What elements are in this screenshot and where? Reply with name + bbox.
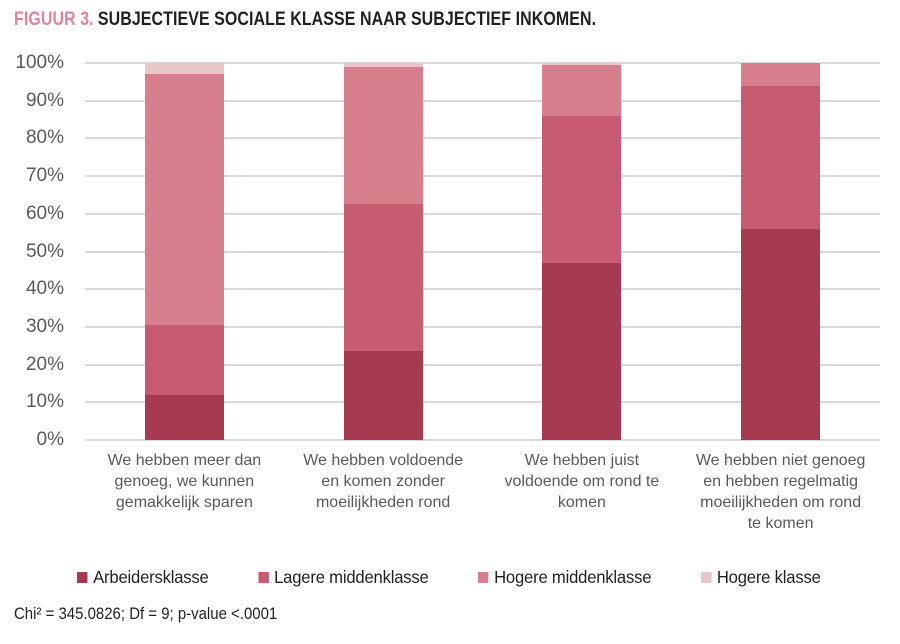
x-axis-category-label: We hebben meer dan genoeg, we kunnen gemak…: [107, 452, 262, 511]
x-axis-category-label: We hebben juist voldoende om rond te komen: [504, 452, 660, 511]
figure-number: FIGUUR 3.: [14, 9, 94, 30]
bar-segment-hogere-klasse: [542, 63, 622, 65]
y-axis-tick-label: 70%: [25, 165, 64, 187]
gridline: [85, 401, 880, 404]
legend-label: Lagere middenklasse: [274, 567, 429, 587]
y-axis-tick-label: 80%: [25, 127, 64, 149]
bar-segment-arbeidersklasse: [542, 262, 622, 440]
bar-segment-hogere-middenklasse: [144, 74, 224, 326]
bar-segment-lagere-middenklasse: [542, 115, 622, 263]
stacked-bar: [343, 63, 423, 440]
chi-square-footnote: Chi² = 345.0826; Df = 9; p-value <.0001: [14, 604, 278, 623]
y-axis-tick-label: 20%: [25, 353, 64, 375]
legend-swatch-icon: [257, 572, 269, 583]
legend-swatch-icon: [77, 572, 88, 583]
y-axis-tick-label: 60%: [25, 202, 64, 224]
bar-segment-hogere-klasse: [343, 63, 423, 67]
bar-segment-lagere-middenklasse: [741, 85, 821, 229]
gridline: [85, 62, 880, 64]
gridline: [85, 212, 880, 215]
bar-segment-lagere-middenklasse: [144, 325, 224, 395]
bar-segment-arbeidersklasse: [741, 228, 821, 440]
x-axis-category-label: We hebben niet genoeg en hebben regelmati…: [695, 452, 866, 532]
gridline: [85, 250, 880, 253]
legend-label: Hogere klasse: [716, 567, 821, 587]
gridline: [85, 99, 880, 102]
bar-segment-hogere-middenklasse: [343, 66, 423, 205]
stacked-bar: [144, 63, 224, 440]
legend-swatch-icon: [700, 572, 712, 583]
y-axis-tick-label: 50%: [25, 240, 64, 262]
y-axis-tick-label: 0%: [36, 429, 64, 450]
chart-legend: Arbeidersklasse Lagere middenklasse Hogere…: [77, 567, 821, 588]
legend-item-hogere-middenklasse: Hogere middenklasse: [477, 567, 652, 588]
gridline: [85, 137, 880, 140]
y-axis-tick-label: 30%: [25, 315, 64, 337]
bar-segment-hogere-middenklasse: [741, 63, 821, 86]
y-axis-tick-label: 40%: [25, 278, 64, 300]
bar-segment-hogere-klasse: [144, 63, 224, 75]
x-axis-category-label: We hebben voldoende en komen zonder moeili…: [303, 452, 464, 511]
bar-segment-lagere-middenklasse: [343, 204, 423, 352]
stacked-bar: [741, 63, 821, 440]
bar-segment-arbeidersklasse: [144, 394, 224, 440]
legend-item-lagere-middenklasse: Lagere middenklasse: [257, 567, 429, 588]
legend-swatch-icon: [477, 572, 489, 583]
figure-title: FIGUUR 3. SUBJECTIEVE SOCIALE KLASSE NAAR…: [14, 9, 596, 31]
y-axis-tick-label: 100%: [15, 52, 64, 73]
gridline: [85, 439, 880, 441]
y-axis-tick-labels: 0% 10% 20% 30% 40% 50% 60% 70% 80% 90% 100%: [0, 53, 64, 450]
figure-title-text: SUBJECTIEVE SOCIALE KLASSE NAAR SUBJECTI…: [97, 9, 597, 30]
gridline: [85, 175, 880, 178]
stacked-bar: [542, 63, 622, 440]
gridline: [85, 363, 880, 366]
bar-segment-arbeidersklasse: [343, 351, 423, 440]
gridline: [85, 325, 880, 328]
legend-item-hogere-klasse: Hogere klasse: [700, 567, 821, 588]
bar-segment-hogere-middenklasse: [542, 64, 622, 116]
legend-label: Arbeidersklasse: [93, 567, 209, 587]
legend-label: Hogere middenklasse: [494, 567, 652, 587]
legend-item-arbeidersklasse: Arbeidersklasse: [77, 567, 209, 588]
plot-area: [85, 62, 880, 441]
y-axis-tick-label: 10%: [25, 391, 64, 413]
gridline: [85, 288, 880, 291]
y-axis-tick-label: 90%: [25, 89, 64, 111]
